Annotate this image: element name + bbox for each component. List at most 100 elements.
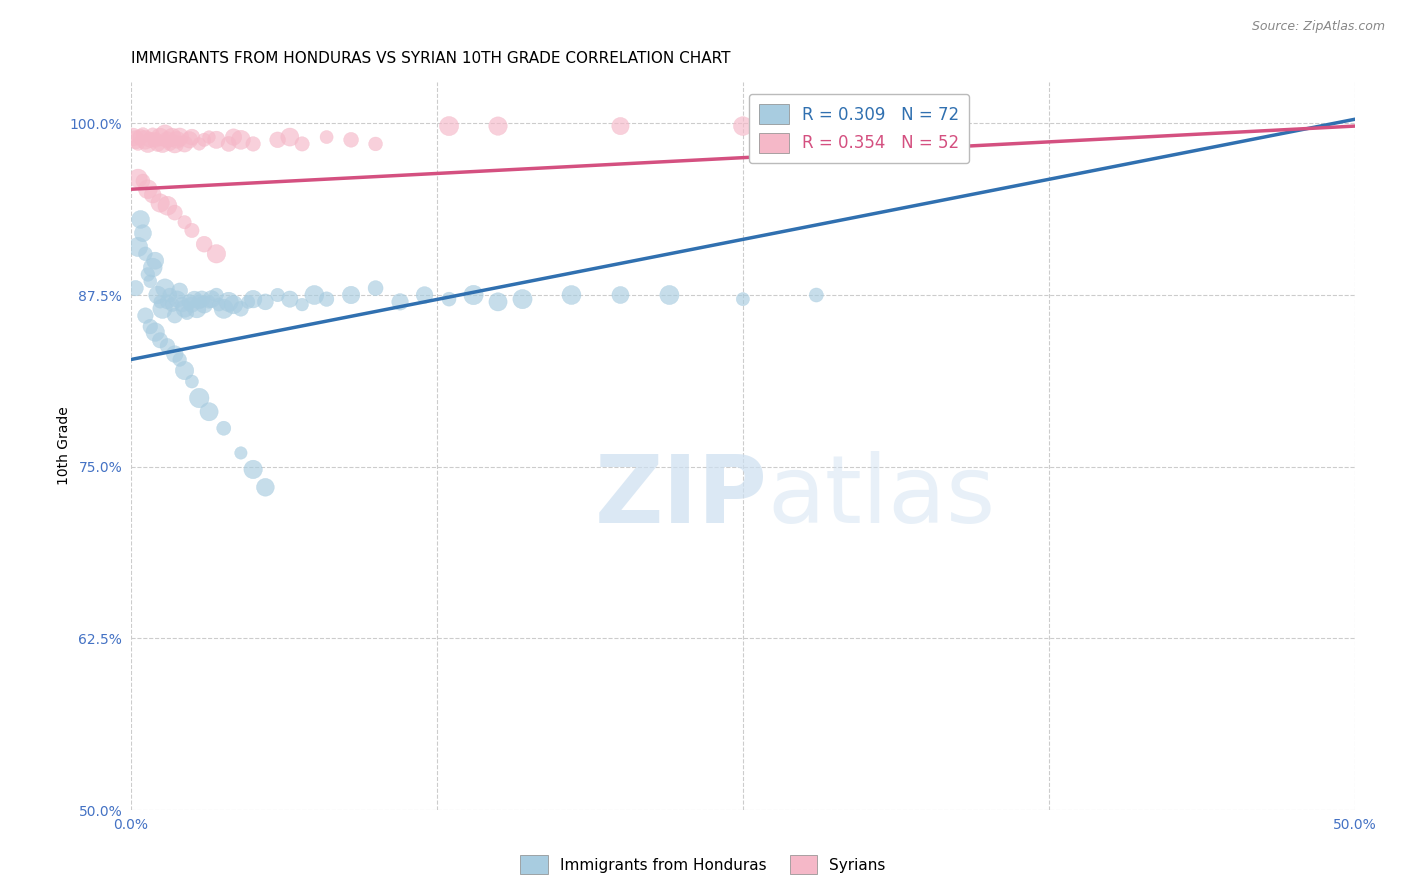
Point xyxy=(143,253,166,268)
Point xyxy=(162,130,184,145)
Point xyxy=(173,363,195,377)
Point xyxy=(136,182,159,196)
Legend: R = 0.309   N = 72, R = 0.354   N = 52: R = 0.309 N = 72, R = 0.354 N = 52 xyxy=(749,94,969,163)
Point xyxy=(229,133,252,147)
Point xyxy=(129,130,152,145)
Point xyxy=(200,292,222,306)
Point xyxy=(205,288,228,302)
Point xyxy=(146,136,169,151)
Point xyxy=(132,174,155,188)
Point xyxy=(149,294,172,309)
Point xyxy=(340,288,363,302)
Point xyxy=(156,294,179,309)
Point xyxy=(129,212,152,227)
Point xyxy=(658,288,681,302)
Point xyxy=(122,130,145,145)
Point xyxy=(166,292,188,306)
Point xyxy=(124,133,146,147)
Point xyxy=(364,136,387,151)
Text: atlas: atlas xyxy=(768,451,995,543)
Point xyxy=(159,288,181,302)
Point xyxy=(188,136,211,151)
Point xyxy=(291,136,314,151)
Point xyxy=(186,301,208,316)
Point xyxy=(437,292,460,306)
Point xyxy=(731,119,754,133)
Point xyxy=(132,128,155,142)
Point xyxy=(242,292,264,306)
Text: IMMIGRANTS FROM HONDURAS VS SYRIAN 10TH GRADE CORRELATION CHART: IMMIGRANTS FROM HONDURAS VS SYRIAN 10TH … xyxy=(131,51,730,66)
Legend: Immigrants from Honduras, Syrians: Immigrants from Honduras, Syrians xyxy=(515,849,891,880)
Point xyxy=(142,187,165,202)
Point xyxy=(212,421,235,435)
Point xyxy=(153,128,176,142)
Point xyxy=(229,446,252,460)
Point xyxy=(853,119,876,133)
Point xyxy=(163,136,186,151)
Point xyxy=(134,309,156,323)
Point xyxy=(163,205,186,219)
Point xyxy=(609,288,631,302)
Point xyxy=(134,133,156,147)
Point xyxy=(156,133,179,147)
Point xyxy=(190,292,212,306)
Point xyxy=(139,133,162,147)
Point xyxy=(169,284,191,298)
Point xyxy=(149,130,172,145)
Point xyxy=(198,405,221,419)
Point xyxy=(205,247,228,261)
Point xyxy=(266,288,288,302)
Point xyxy=(179,294,201,309)
Point xyxy=(156,339,179,353)
Point xyxy=(152,301,174,316)
Point xyxy=(205,133,228,147)
Point xyxy=(208,298,231,312)
Point xyxy=(364,281,387,295)
Point xyxy=(278,130,301,145)
Point xyxy=(218,136,240,151)
Point xyxy=(136,136,159,151)
Point xyxy=(229,301,252,316)
Point xyxy=(304,288,326,302)
Point xyxy=(180,223,202,237)
Point xyxy=(139,274,162,288)
Point xyxy=(153,281,176,295)
Point xyxy=(193,133,215,147)
Point xyxy=(149,196,172,211)
Text: Source: ZipAtlas.com: Source: ZipAtlas.com xyxy=(1251,20,1385,33)
Point xyxy=(156,199,179,213)
Point xyxy=(413,288,436,302)
Point xyxy=(463,288,485,302)
Point xyxy=(180,375,202,389)
Point xyxy=(152,136,174,151)
Point xyxy=(486,119,509,133)
Point xyxy=(731,292,754,306)
Point xyxy=(173,215,195,229)
Point xyxy=(315,130,337,145)
Point xyxy=(806,288,828,302)
Point xyxy=(315,292,337,306)
Point xyxy=(176,306,198,320)
Point xyxy=(609,119,631,133)
Point xyxy=(193,298,215,312)
Point xyxy=(198,294,221,309)
Point xyxy=(560,288,582,302)
Point xyxy=(142,260,165,275)
Point xyxy=(437,119,460,133)
Point xyxy=(132,226,155,240)
Point xyxy=(266,133,288,147)
Point xyxy=(242,462,264,476)
Point xyxy=(143,133,166,147)
Point xyxy=(136,268,159,282)
Point xyxy=(163,347,186,361)
Point xyxy=(254,480,277,494)
Point xyxy=(193,237,215,252)
Point xyxy=(188,391,211,405)
Point xyxy=(928,119,950,133)
Point xyxy=(278,292,301,306)
Point xyxy=(159,136,181,151)
Point xyxy=(169,352,191,367)
Point xyxy=(222,130,245,145)
Point xyxy=(143,325,166,339)
Point xyxy=(238,294,260,309)
